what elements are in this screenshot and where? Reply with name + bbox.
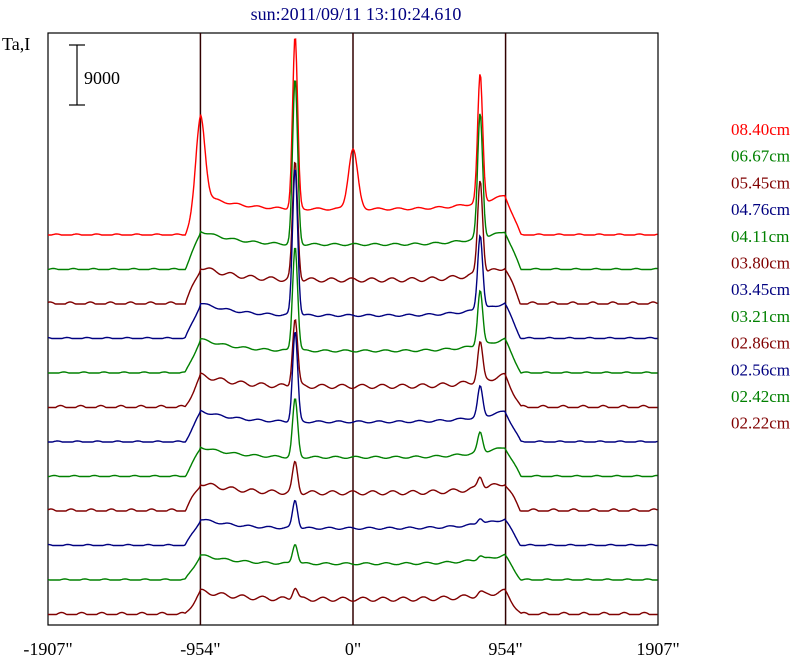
series-line-04.11cm — [47, 247, 658, 374]
legend-entry-4: 04.11cm — [731, 227, 789, 246]
series-line-02.42cm — [47, 544, 658, 581]
x-tick-label-2: 0" — [345, 639, 361, 659]
legend-entry-9: 02.56cm — [731, 360, 790, 379]
series-line-03.45cm — [48, 331, 658, 443]
legend-entry-3: 04.76cm — [731, 200, 790, 219]
legend-entry-7: 03.21cm — [731, 307, 790, 326]
series-line-03.21cm — [48, 398, 658, 478]
legend-entry-1: 06.67cm — [731, 147, 790, 166]
legend-entry-10: 02.42cm — [731, 387, 790, 406]
series-line-02.56cm — [47, 499, 658, 547]
series-line-03.80cm — [48, 319, 658, 409]
x-tick-label-3: 954" — [488, 639, 522, 659]
legend-entry-6: 03.45cm — [731, 280, 790, 299]
scale-bar-label: 9000 — [84, 68, 120, 88]
series-line-05.45cm — [47, 161, 658, 305]
x-tick-label-4: 1907" — [636, 639, 679, 659]
legend-entry-0: 08.40cm — [731, 120, 790, 139]
series-line-02.22cm — [48, 587, 658, 616]
series-line-04.76cm — [47, 169, 658, 340]
legend-entry-8: 02.86cm — [731, 334, 790, 353]
y-axis-label: Ta,I — [2, 34, 30, 54]
chart-title: sun:2011/09/11 13:10:24.610 — [251, 4, 462, 24]
legend-entry-5: 03.80cm — [731, 254, 790, 273]
legend-entry-11: 02.22cm — [731, 414, 790, 433]
series-line-08.40cm — [48, 38, 658, 236]
legend-entry-2: 05.45cm — [731, 173, 790, 192]
series-line-06.67cm — [47, 80, 658, 271]
x-tick-label-0: -1907" — [23, 639, 72, 659]
series-line-02.86cm — [47, 460, 658, 512]
x-tick-label-1: -954" — [180, 639, 220, 659]
